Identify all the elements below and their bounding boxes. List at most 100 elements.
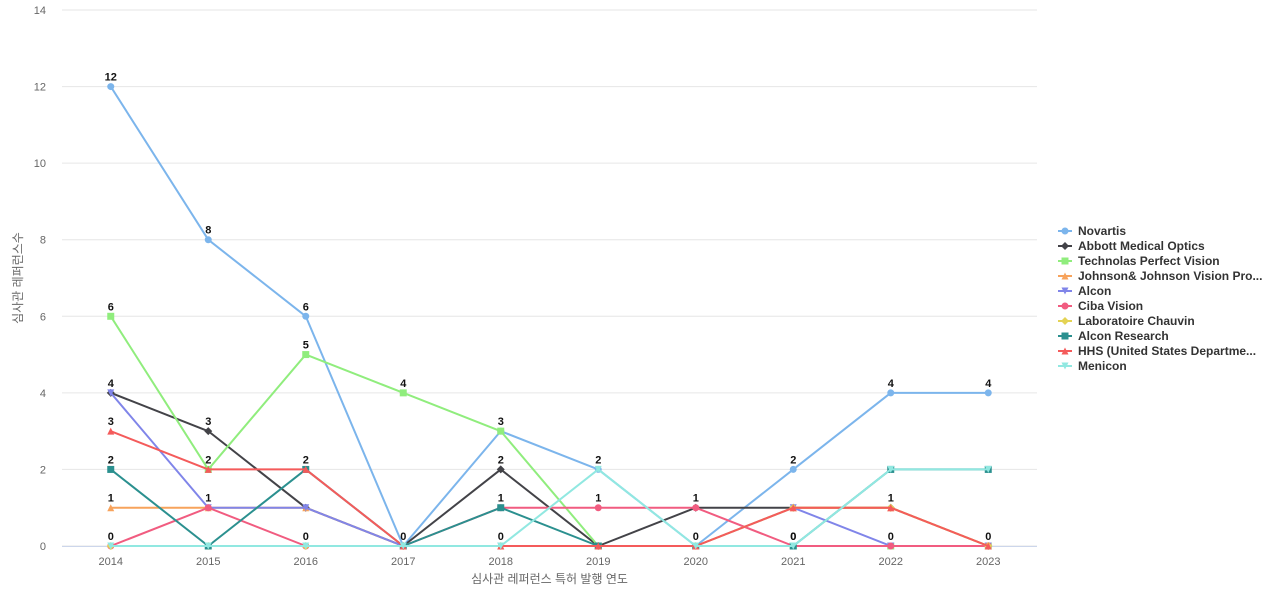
x-tick-label: 2022 <box>879 556 903 568</box>
data-label: 2 <box>790 454 796 466</box>
data-point <box>204 504 212 512</box>
legend-symbol <box>1061 362 1069 370</box>
data-label: 3 <box>205 416 211 428</box>
y-tick-label: 10 <box>34 158 46 170</box>
x-tick-label: 2015 <box>196 556 220 568</box>
legend-symbol <box>1061 347 1069 355</box>
data-label: 2 <box>303 454 309 466</box>
legend-item[interactable]: Alcon <box>1058 284 1111 298</box>
data-point <box>302 465 310 473</box>
x-tick-label: 2018 <box>489 556 513 568</box>
data-label: 4 <box>888 378 895 390</box>
legend-label: Alcon Research <box>1078 329 1169 343</box>
data-point <box>984 542 992 550</box>
data-label: 0 <box>498 531 504 543</box>
data-label: 1 <box>595 493 601 505</box>
data-point <box>204 542 212 550</box>
legend-label: Laboratoire Chauvin <box>1078 314 1195 328</box>
data-point <box>302 312 310 320</box>
data-label: 1 <box>693 493 699 505</box>
y-axis-title: 심사관 레퍼런스수 <box>11 232 25 324</box>
data-label: 0 <box>400 531 406 543</box>
data-label: 2 <box>205 454 211 466</box>
y-tick-label: 12 <box>34 82 46 94</box>
data-label: 3 <box>108 416 114 428</box>
legend-symbol <box>1061 227 1069 235</box>
data-point <box>497 542 505 550</box>
legend-label: Johnson& Johnson Vision Pro... <box>1078 269 1262 283</box>
data-point <box>594 542 602 550</box>
legend-item[interactable]: Ciba Vision <box>1058 299 1143 313</box>
series-9 <box>107 465 992 550</box>
legend-item[interactable]: Technolas Perfect Vision <box>1058 254 1220 268</box>
data-point <box>887 389 895 397</box>
data-point <box>399 542 407 550</box>
data-label: 2 <box>498 454 504 466</box>
data-point <box>302 504 310 512</box>
y-tick-label: 6 <box>40 311 46 323</box>
series-group <box>106 83 993 550</box>
legend-item[interactable]: Abbott Medical Optics <box>1058 239 1205 253</box>
legend-item[interactable]: HHS (United States Departme... <box>1058 344 1256 358</box>
data-label: 0 <box>108 531 114 543</box>
series-2 <box>107 312 992 550</box>
data-point <box>302 351 310 359</box>
x-tick-label: 2020 <box>684 556 708 568</box>
legend-label: Ciba Vision <box>1078 299 1143 313</box>
data-label: 2 <box>108 454 114 466</box>
legend-label: Technolas Perfect Vision <box>1078 254 1220 268</box>
legend-label: Menicon <box>1078 359 1127 373</box>
series-line <box>109 85 990 547</box>
x-axis-title: 심사관 레퍼런스 특허 발행 연도 <box>471 571 628 586</box>
data-label: 1 <box>888 493 894 505</box>
data-point <box>107 312 115 320</box>
legend-item[interactable]: Menicon <box>1058 359 1127 373</box>
data-point <box>107 465 115 473</box>
data-point <box>204 236 212 244</box>
data-label: 5 <box>303 340 309 352</box>
data-point <box>107 83 115 91</box>
legend-label: Alcon <box>1078 284 1111 298</box>
y-axis: 0 2 4 6 8 10 12 14 <box>34 5 46 553</box>
legend-item[interactable]: Novartis <box>1058 224 1126 238</box>
legend-symbol <box>1061 257 1069 265</box>
data-label: 0 <box>790 531 796 543</box>
x-tick-label: 2014 <box>99 556 123 568</box>
data-label: 4 <box>108 378 115 390</box>
data-point <box>399 389 407 397</box>
data-point <box>789 465 797 473</box>
legend-item[interactable]: Johnson& Johnson Vision Pro... <box>1058 269 1262 283</box>
data-point <box>984 389 992 397</box>
data-point <box>692 542 700 550</box>
y-tick-label: 14 <box>34 5 46 17</box>
data-point <box>594 465 602 473</box>
data-label: 0 <box>303 531 309 543</box>
data-label: 4 <box>985 378 992 390</box>
data-point <box>204 427 213 436</box>
data-label: 1 <box>108 493 114 505</box>
data-point <box>887 542 895 550</box>
legend-symbol <box>1061 302 1069 310</box>
data-point <box>497 504 505 512</box>
data-point <box>594 504 602 512</box>
data-point <box>107 542 115 550</box>
data-point <box>984 465 992 473</box>
data-label: 3 <box>498 416 504 428</box>
data-point <box>887 465 895 473</box>
data-label: 0 <box>790 531 796 543</box>
legend-item[interactable]: Alcon Research <box>1058 329 1169 343</box>
x-tick-label: 2021 <box>781 556 805 568</box>
data-label: 6 <box>108 301 114 313</box>
y-tick-label: 4 <box>40 388 46 400</box>
y-tick-label: 0 <box>40 541 46 553</box>
legend-item[interactable]: Laboratoire Chauvin <box>1058 314 1195 328</box>
legend-symbol <box>1061 317 1069 325</box>
data-label: 0 <box>985 531 991 543</box>
data-label: 2 <box>595 454 601 466</box>
data-label: 0 <box>693 531 699 543</box>
data-point <box>107 504 115 512</box>
